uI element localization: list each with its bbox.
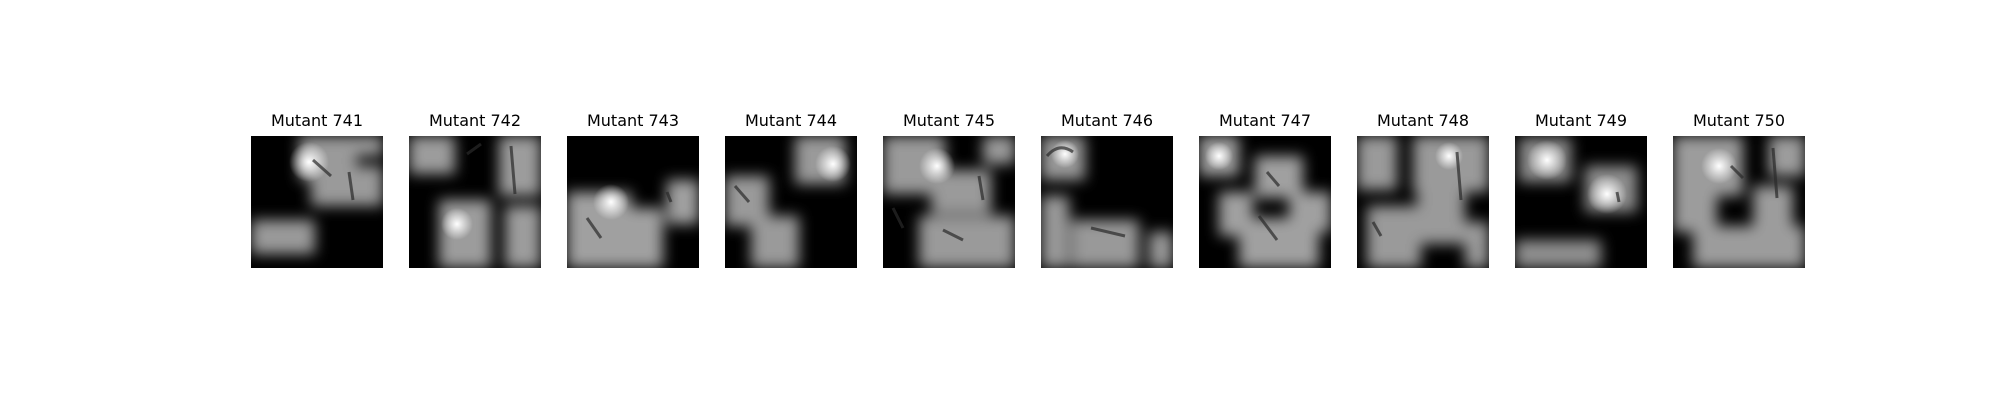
mutant-741-image xyxy=(251,136,383,268)
mutant-742-image xyxy=(409,136,541,268)
mutant-745-image xyxy=(883,136,1015,268)
panel-mutant-744: Mutant 744 xyxy=(725,110,857,270)
panel-title: Mutant 748 xyxy=(1376,111,1470,130)
mutant-746-image xyxy=(1041,136,1173,268)
panel-title: Mutant 747 xyxy=(1218,111,1312,130)
panel-title: Mutant 742 xyxy=(428,111,522,130)
mutant-744-image xyxy=(725,136,857,268)
panel-mutant-743: Mutant 743 xyxy=(567,110,699,270)
panel-mutant-748: Mutant 748 xyxy=(1357,110,1489,270)
panel-title: Mutant 745 xyxy=(902,111,996,130)
panel-title: Mutant 743 xyxy=(586,111,680,130)
mutant-747-image xyxy=(1199,136,1331,268)
panel-mutant-747: Mutant 747 xyxy=(1199,110,1331,270)
mutant-743-image xyxy=(567,136,699,268)
panel-mutant-746: Mutant 746 xyxy=(1041,110,1173,270)
panel-title: Mutant 749 xyxy=(1534,111,1628,130)
panel-mutant-750: Mutant 750 xyxy=(1673,110,1805,270)
panel-mutant-742: Mutant 742 xyxy=(409,110,541,270)
panel-title: Mutant 750 xyxy=(1692,111,1786,130)
mutant-748-image xyxy=(1357,136,1489,268)
panel-title: Mutant 741 xyxy=(270,111,364,130)
mutant-750-image xyxy=(1673,136,1805,268)
panel-mutant-741: Mutant 741 xyxy=(251,110,383,270)
panel-mutant-745: Mutant 745 xyxy=(883,110,1015,270)
panel-title: Mutant 744 xyxy=(744,111,838,130)
mutant-749-image xyxy=(1515,136,1647,268)
panel-title: Mutant 746 xyxy=(1060,111,1154,130)
panel-mutant-749: Mutant 749 xyxy=(1515,110,1647,270)
